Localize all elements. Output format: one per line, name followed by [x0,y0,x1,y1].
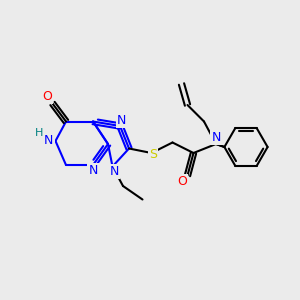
Text: N: N [88,164,98,177]
Text: O: O [177,175,187,188]
Text: N: N [117,113,126,127]
Text: N: N [44,134,54,148]
Text: S: S [149,148,157,161]
Text: N: N [211,131,221,144]
Text: N: N [109,165,119,178]
Text: H: H [35,128,43,139]
Text: O: O [42,90,52,104]
